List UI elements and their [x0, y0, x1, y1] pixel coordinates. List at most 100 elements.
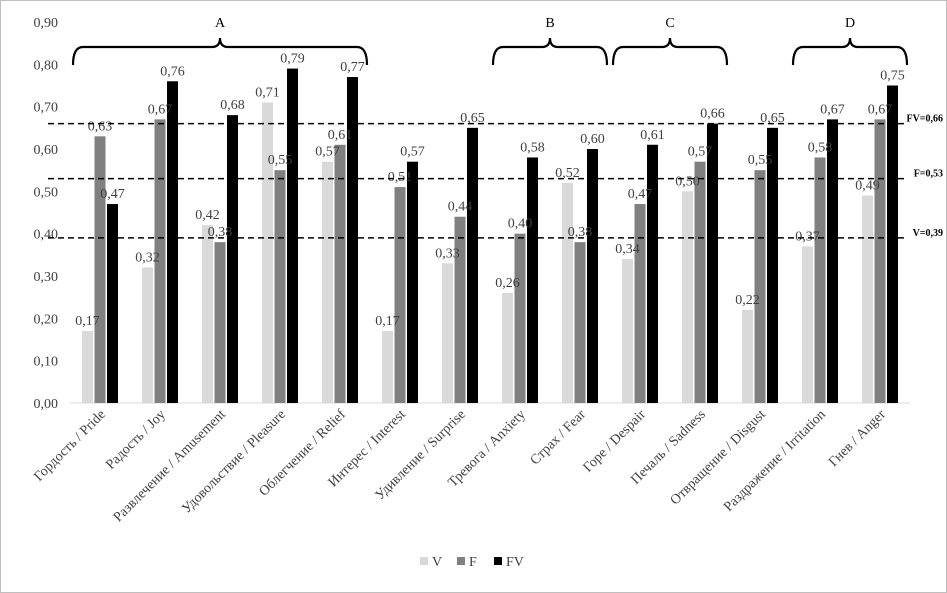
data-label-f: 0,67 [148, 102, 173, 117]
data-label-v: 0,34 [615, 242, 640, 257]
data-label-fv: 0,76 [160, 64, 185, 79]
category-label: Развлечение / Amusement [111, 407, 229, 525]
legend-swatch-f [457, 557, 465, 565]
data-label-v: 0,52 [555, 166, 580, 181]
data-label-v: 0,37 [795, 229, 820, 244]
y-tick-label: 0,50 [34, 185, 59, 200]
bar-v [802, 246, 813, 403]
group-brace [611, 37, 729, 66]
data-label-fv: 0,58 [520, 140, 545, 155]
bar-v [562, 182, 573, 403]
data-label-f: 0,51 [388, 170, 413, 185]
bar-f [754, 170, 766, 403]
legend-label-v: V [432, 555, 442, 570]
bar-f [94, 136, 106, 404]
bar-fv [407, 161, 418, 403]
data-label-v: 0,49 [855, 179, 880, 194]
data-label-v: 0,22 [735, 293, 760, 308]
group-brace [491, 37, 609, 66]
bar-v [202, 225, 213, 403]
data-label-f: 0,44 [448, 200, 473, 215]
bar-f [454, 216, 466, 403]
data-label-fv: 0,47 [100, 187, 125, 202]
bar-fv [527, 157, 538, 403]
category-label: Горе / Despair [581, 407, 649, 475]
category-label: Гнев / Anger [826, 407, 889, 470]
threshold-label: V=0,39 [913, 228, 943, 239]
data-label-fv: 0,57 [400, 145, 425, 160]
data-label-f: 0,61 [328, 128, 353, 143]
bar-f [814, 157, 826, 403]
data-label-v: 0,71 [255, 85, 280, 100]
data-label-f: 0,40 [508, 217, 533, 232]
bar-f [874, 119, 886, 403]
bar-v [622, 259, 633, 403]
data-label-v: 0,33 [435, 246, 460, 261]
bar-f [694, 161, 706, 403]
bar-v [442, 263, 453, 403]
group-brace [71, 37, 369, 66]
y-tick-label: 0,80 [34, 58, 59, 73]
legend-swatch-v [420, 557, 428, 565]
data-label-v: 0,42 [195, 208, 220, 223]
bar-f [334, 144, 346, 403]
y-tick-label: 0,60 [34, 143, 59, 158]
y-tick-label: 0,00 [34, 397, 59, 412]
legend-label-fv: FV [506, 555, 524, 570]
y-tick-label: 0,10 [34, 355, 59, 370]
data-label-fv: 0,65 [460, 111, 485, 126]
data-label-fv: 0,68 [220, 98, 245, 113]
category-label: Гордость / Pride [32, 407, 109, 484]
data-label-f: 0,63 [88, 119, 113, 134]
data-label-f: 0,38 [568, 225, 593, 240]
bar-v [262, 102, 273, 403]
group-brace [791, 37, 909, 66]
bar-f [274, 170, 286, 403]
data-label-fv: 0,77 [340, 60, 365, 75]
category-label: Радость / Joy [103, 407, 168, 472]
bar-fv [287, 68, 298, 404]
data-label-v: 0,50 [675, 174, 700, 189]
bar-v [382, 331, 393, 403]
bar-f [514, 233, 526, 403]
y-tick-label: 0,90 [34, 16, 59, 31]
bar-f [214, 242, 226, 403]
data-label-fv: 0,79 [280, 52, 305, 67]
data-label-v: 0,57 [315, 145, 340, 160]
data-label-fv: 0,66 [700, 107, 725, 122]
data-label-fv: 0,60 [580, 132, 605, 147]
threshold-label: F=0,53 [914, 169, 943, 180]
legend-label-f: F [469, 555, 477, 570]
bar-fv [107, 204, 118, 403]
threshold-label: FV=0,66 [906, 114, 943, 125]
category-label: Раздражение / Irritation [721, 407, 829, 515]
bar-fv [647, 144, 658, 403]
data-label-f: 0,58 [808, 140, 833, 155]
group-label: D [845, 16, 855, 31]
bar-fv [227, 115, 238, 403]
bar-f [154, 119, 166, 403]
data-label-fv: 0,75 [880, 69, 905, 84]
data-label-fv: 0,61 [640, 128, 665, 143]
data-label-f: 0,67 [868, 102, 893, 117]
bar-fv [767, 127, 778, 403]
category-label: Страх / Fear [528, 407, 589, 468]
bar-v [142, 267, 153, 403]
group-label: B [545, 16, 554, 31]
bar-v [742, 309, 753, 403]
bar-fv [887, 85, 898, 403]
y-tick-label: 0,20 [34, 312, 59, 327]
data-label-f: 0,47 [628, 187, 653, 202]
data-label-v: 0,26 [495, 276, 520, 291]
data-label-v: 0,32 [135, 251, 160, 266]
data-label-f: 0,55 [268, 153, 293, 168]
data-label-f: 0,55 [748, 153, 773, 168]
bar-v [682, 191, 693, 403]
bar-f [634, 204, 646, 403]
y-tick-label: 0,40 [34, 228, 59, 243]
data-label-f: 0,38 [208, 225, 233, 240]
data-label-fv: 0,67 [820, 102, 845, 117]
bar-fv [587, 149, 598, 403]
bar-v [502, 292, 513, 403]
